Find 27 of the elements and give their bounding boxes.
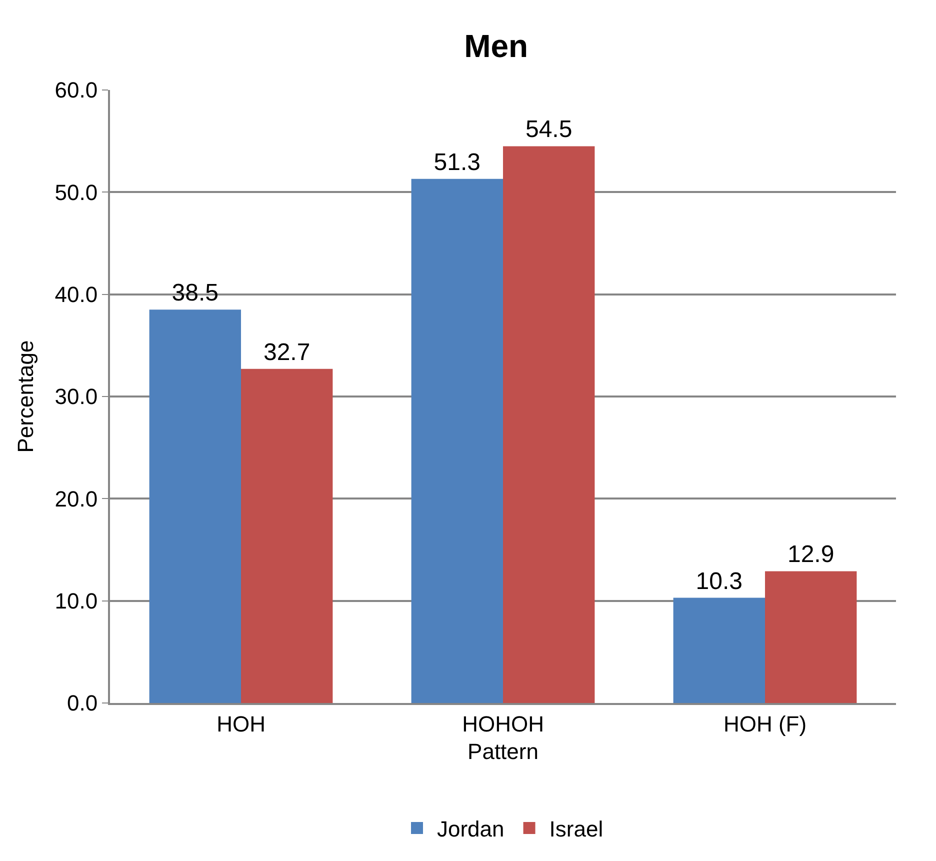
- y-tick-label: 10.0: [54, 588, 98, 614]
- data-label: 12.9: [787, 541, 834, 568]
- data-label: 54.5: [525, 116, 572, 144]
- data-label: 10.3: [696, 568, 743, 595]
- y-tick-label: 30.0: [54, 384, 98, 410]
- y-tick-label: 40.0: [54, 282, 98, 308]
- y-tick-label: 50.0: [54, 180, 98, 205]
- x-tick-label: HOHOH: [462, 711, 544, 736]
- data-label: 32.7: [263, 338, 310, 366]
- y-axis-title: Percentage: [13, 340, 38, 453]
- bar: [411, 178, 503, 703]
- bar: [241, 368, 333, 703]
- data-label: 51.3: [434, 148, 481, 176]
- bar: [149, 310, 241, 703]
- chart-title: Men: [464, 28, 528, 64]
- y-tick-label: 60.0: [54, 78, 98, 103]
- y-tick-label: 20.0: [54, 486, 98, 512]
- bar: [503, 146, 595, 703]
- x-tick-label: HOH (F): [723, 711, 807, 736]
- data-label: 38.5: [172, 280, 219, 307]
- legend-label: Jordan: [437, 816, 504, 842]
- x-axis-title: Pattern: [468, 738, 538, 764]
- y-tick-label: 0.0: [67, 690, 98, 716]
- bar: [673, 598, 765, 703]
- x-tick-label: HOH: [216, 711, 266, 736]
- bar: [765, 571, 857, 703]
- legend-label: Israel: [549, 816, 604, 842]
